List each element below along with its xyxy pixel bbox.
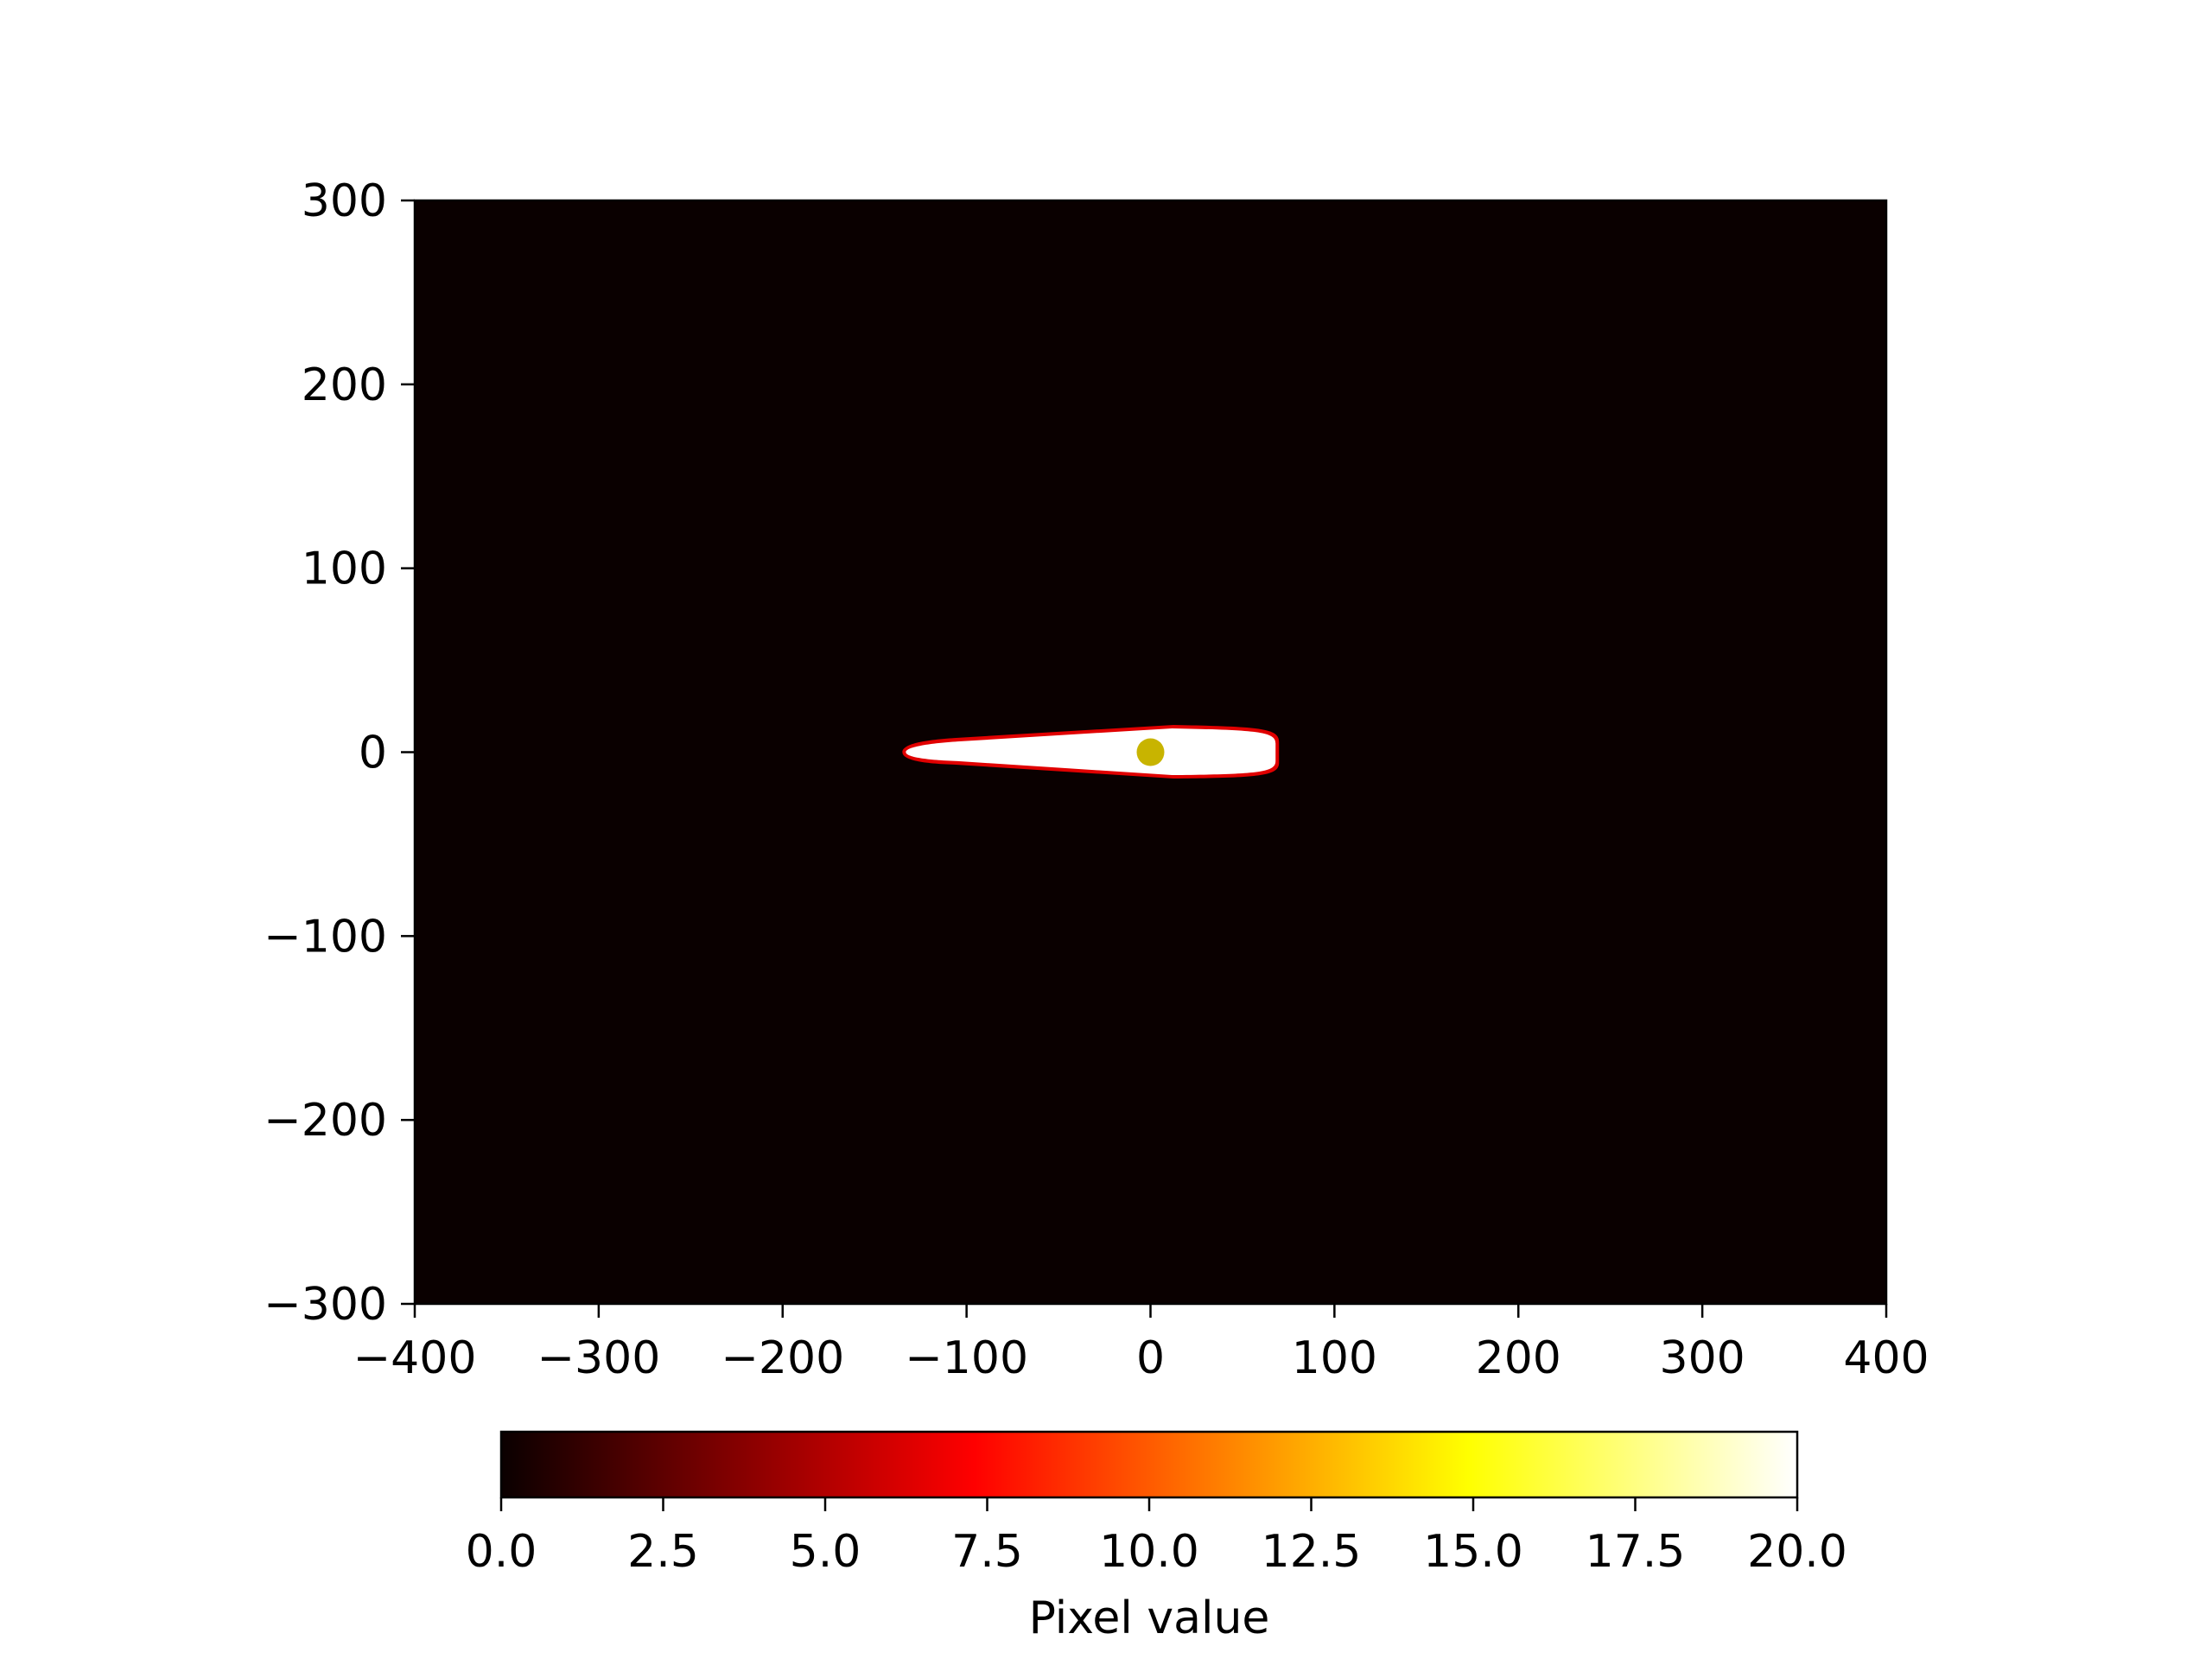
x-tick-label: −400: [353, 1332, 477, 1384]
source-streak-core: [906, 728, 1276, 776]
colorbar-tick-label: 0.0: [466, 1526, 537, 1578]
y-tick-label: −100: [264, 911, 387, 963]
x-axis: −400 −300 −200 −100 0 100 200 300 400: [353, 1304, 1929, 1384]
center-marker: [1136, 738, 1165, 766]
colorbar-gradient: [499, 1430, 1799, 1499]
x-tick-label: 300: [1659, 1332, 1745, 1384]
colorbar-tick-label: 20.0: [1747, 1526, 1847, 1578]
x-tick-label: 100: [1292, 1332, 1377, 1384]
x-tick-label: 200: [1476, 1332, 1561, 1384]
y-tick-label: 200: [302, 359, 387, 411]
colorbar-tick-label: 2.5: [627, 1526, 699, 1578]
colorbar-tick-label: 10.0: [1099, 1526, 1199, 1578]
x-tick-label: −200: [721, 1332, 844, 1384]
x-tick-label: −100: [905, 1332, 1028, 1384]
colorbar-tick-label: 17.5: [1586, 1526, 1686, 1578]
colorbar-ticks: 0.0 2.5 5.0 7.5 10.0 12.5 15.0 17.5 20.0: [466, 1497, 1847, 1578]
colorbar: 0.0 2.5 5.0 7.5 10.0 12.5 15.0 17.5 20.0 Pixel v…: [466, 1430, 1847, 1644]
colorbar-label: Pixel value: [1029, 1592, 1270, 1644]
plot-area: [413, 199, 1888, 1306]
colorbar-tick-label: 5.0: [790, 1526, 861, 1578]
y-tick-label: −300: [264, 1279, 387, 1331]
colorbar-tick-label: 15.0: [1423, 1526, 1523, 1578]
y-axis: 300 200 100 0 −100 −200 −300: [264, 175, 415, 1331]
x-tick-label: −300: [537, 1332, 660, 1384]
x-tick-label: 400: [1843, 1332, 1929, 1384]
colorbar-tick-label: 12.5: [1262, 1526, 1362, 1578]
x-tick-label: 0: [1136, 1332, 1165, 1384]
y-tick-label: 0: [359, 728, 387, 779]
colorbar-tick-label: 7.5: [951, 1526, 1023, 1578]
y-tick-label: −200: [264, 1095, 387, 1147]
y-tick-label: 100: [302, 543, 387, 595]
y-tick-label: 300: [302, 175, 387, 227]
